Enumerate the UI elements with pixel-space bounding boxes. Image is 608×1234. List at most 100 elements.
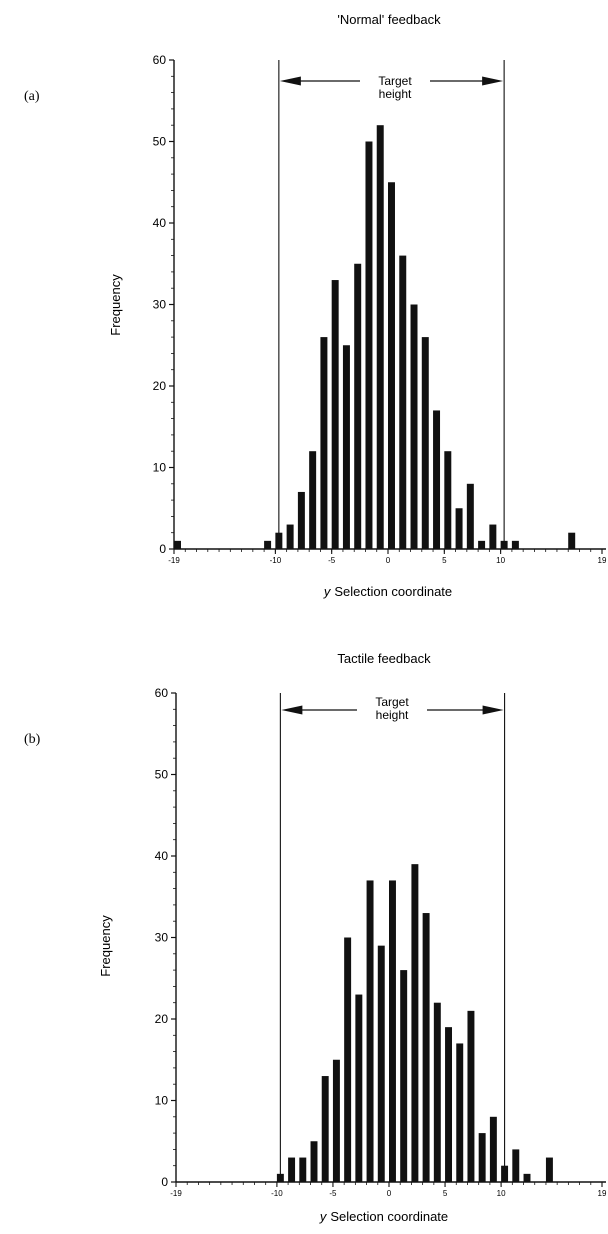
x-axis-title-text-b: Selection coordinate bbox=[330, 1209, 448, 1224]
bar-a bbox=[444, 451, 452, 549]
y-tick-label-b: 40 bbox=[155, 849, 169, 863]
bar-a bbox=[500, 540, 508, 549]
bar-a bbox=[320, 337, 328, 549]
bar-b bbox=[355, 994, 363, 1182]
chart-title-b: Tactile feedback bbox=[337, 651, 431, 666]
y-axis-title-b: Frequency bbox=[98, 915, 113, 977]
bar-b bbox=[523, 1173, 531, 1182]
y-tick-label-b: 20 bbox=[155, 1012, 169, 1026]
bar-a bbox=[478, 540, 486, 549]
x-tick-label-a: 0 bbox=[386, 556, 391, 565]
x-axis-title-b: y Selection coordinate bbox=[319, 1209, 448, 1224]
bar-b bbox=[366, 880, 374, 1182]
bar-a bbox=[286, 524, 294, 549]
bar-a bbox=[568, 532, 576, 549]
target-annotation-line2-b: height bbox=[376, 708, 409, 722]
bar-a bbox=[376, 125, 384, 549]
bar-b bbox=[321, 1076, 329, 1182]
y-tick-label-a: 50 bbox=[153, 135, 167, 149]
bar-a bbox=[466, 483, 474, 549]
x-tick-label-a: 19 bbox=[598, 556, 607, 565]
target-arrowhead-left-b bbox=[281, 705, 303, 715]
bar-b bbox=[501, 1165, 509, 1182]
x-tick-label-a: -19 bbox=[168, 556, 180, 565]
y-tick-label-b: 0 bbox=[161, 1175, 168, 1189]
x-tick-label-b: 5 bbox=[443, 1189, 448, 1198]
x-axis-title-text-a: Selection coordinate bbox=[334, 584, 452, 599]
bar-a bbox=[297, 491, 305, 549]
bar-b bbox=[545, 1157, 553, 1182]
bar-a bbox=[511, 540, 519, 549]
x-tick-label-a: 10 bbox=[496, 556, 505, 565]
bar-a bbox=[365, 141, 373, 549]
x-axis-title-a: y Selection coordinate bbox=[323, 584, 452, 599]
bar-a bbox=[275, 532, 283, 549]
x-tick-label-b: 0 bbox=[387, 1189, 392, 1198]
bar-a bbox=[399, 255, 407, 549]
bar-b bbox=[310, 1141, 318, 1182]
bar-b bbox=[512, 1149, 520, 1182]
y-tick-label-b: 10 bbox=[155, 1094, 169, 1108]
bar-b bbox=[411, 864, 419, 1182]
x-tick-label-b: -10 bbox=[271, 1189, 283, 1198]
bar-b bbox=[389, 880, 396, 1182]
target-arrowhead-right-b bbox=[482, 705, 504, 715]
bar-b bbox=[299, 1157, 307, 1182]
y-tick-label-a: 0 bbox=[159, 542, 166, 556]
bar-a bbox=[489, 524, 497, 549]
y-tick-label-b: 60 bbox=[155, 686, 169, 700]
chart-title-a: 'Normal' feedback bbox=[337, 12, 441, 27]
bar-b bbox=[276, 1173, 284, 1182]
bar-a bbox=[421, 337, 429, 549]
y-tick-label-a: 20 bbox=[153, 379, 167, 393]
bar-a bbox=[455, 508, 463, 549]
y-tick-label-a: 10 bbox=[153, 461, 167, 475]
y-tick-label-a: 30 bbox=[153, 298, 167, 312]
y-tick-label-a: 60 bbox=[153, 53, 167, 67]
x-tick-label-b: -19 bbox=[170, 1189, 182, 1198]
target-arrowhead-right-a bbox=[482, 76, 504, 86]
target-annotation-line1-b: Target bbox=[375, 695, 409, 709]
y-tick-label-b: 50 bbox=[155, 768, 169, 782]
bar-b bbox=[422, 913, 430, 1182]
target-annotation-line1-a: Target bbox=[378, 74, 412, 88]
bar-a bbox=[331, 280, 339, 549]
target-arrowhead-left-a bbox=[279, 76, 301, 86]
x-tick-label-b: 19 bbox=[598, 1189, 607, 1198]
bar-a bbox=[354, 263, 362, 549]
panel-b: Tactile feedback (b) Frequency y Selectio… bbox=[24, 651, 607, 1224]
bar-a bbox=[309, 451, 317, 549]
bar-b bbox=[400, 970, 408, 1182]
bar-a bbox=[410, 304, 418, 549]
bar-b bbox=[489, 1116, 497, 1182]
panel-label-a: (a) bbox=[24, 89, 40, 104]
bar-b bbox=[377, 945, 385, 1182]
x-tick-label-b: -5 bbox=[329, 1189, 337, 1198]
bar-a bbox=[388, 182, 395, 549]
bar-b bbox=[445, 1027, 453, 1182]
x-tick-label-a: 5 bbox=[442, 556, 447, 565]
bar-b bbox=[433, 1002, 441, 1182]
panel-label-b: (b) bbox=[24, 732, 41, 747]
x-tick-label-b: 10 bbox=[497, 1189, 506, 1198]
y-tick-label-a: 40 bbox=[153, 216, 167, 230]
panel-a: 'Normal' feedback (a) Frequency y Selecti… bbox=[24, 12, 607, 599]
y-tick-label-b: 30 bbox=[155, 931, 169, 945]
target-annotation-line2-a: height bbox=[379, 87, 412, 101]
bar-a bbox=[342, 345, 350, 549]
x-axis-title-prefix-b: y bbox=[319, 1209, 328, 1224]
bar-a bbox=[174, 540, 181, 549]
x-tick-label-a: -5 bbox=[328, 556, 336, 565]
bar-a bbox=[264, 540, 272, 549]
bar-b bbox=[344, 937, 352, 1182]
x-axis-title-prefix-a: y bbox=[323, 584, 332, 599]
bar-a bbox=[433, 410, 441, 549]
bar-b bbox=[467, 1010, 475, 1182]
bar-b bbox=[332, 1059, 340, 1182]
y-axis-title-a: Frequency bbox=[108, 274, 123, 336]
bar-b bbox=[288, 1157, 296, 1182]
bar-b bbox=[456, 1043, 464, 1182]
x-tick-label-a: -10 bbox=[270, 556, 282, 565]
bar-b bbox=[478, 1133, 486, 1182]
